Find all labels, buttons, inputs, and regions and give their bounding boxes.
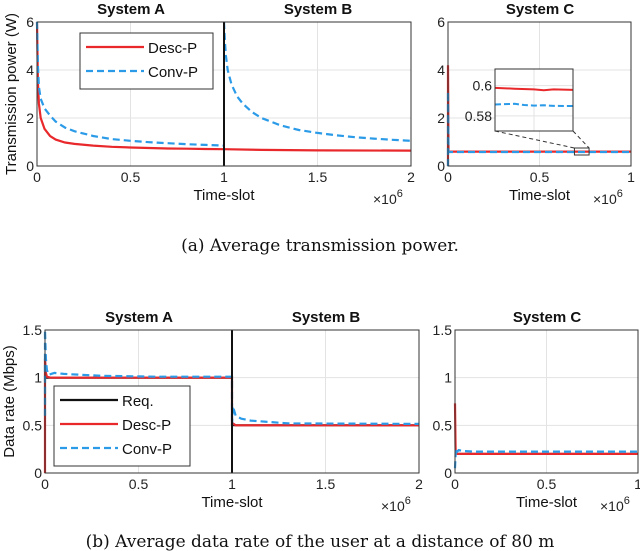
x-tick-label: 1: [228, 476, 236, 492]
legend-label: Desc-P: [148, 40, 197, 57]
legend-label: Conv-P: [148, 64, 198, 81]
y-tick-label: 6: [437, 14, 445, 30]
x-multiplier-label: ×106: [381, 495, 411, 514]
legend: Req. Desc-P Conv-P: [53, 385, 191, 467]
y-tick-label: 1: [34, 370, 42, 386]
axes-box: [447, 21, 632, 167]
chart-1: 0 0.5 1 1.5 2 0 0.5 1 1.5 System A System B Time-sl…: [1, 309, 640, 551]
series-convp-line: [453, 447, 638, 469]
zoom-region-box: [573, 147, 590, 156]
x-tick-label: 1: [627, 169, 635, 185]
x-tick-label: 1: [220, 169, 228, 185]
legend: Desc-P Conv-P: [79, 32, 214, 90]
x-axis-label: Time-slot: [193, 187, 255, 204]
panel: 0 0.5 1 1.5 2 0 2 4 6 System A System B Time-slot ×1…: [26, 1, 415, 207]
legend-label: Req.: [122, 393, 154, 410]
legend-box: [79, 32, 214, 90]
x-axis-label: Time-slot: [201, 494, 263, 511]
inset-y-tick-label: 0.6: [473, 78, 493, 94]
x-axis-label: Time-slot: [516, 494, 578, 511]
panel: 0 0.5 1 0 2 4 6 System C Time-slot ×106 0.58 0.6: [437, 1, 635, 207]
x-tick-label: 1.5: [316, 476, 336, 492]
y-tick-label: 4: [26, 62, 34, 78]
x-tick-label: 1.5: [308, 169, 328, 185]
x-tick-label: 0: [444, 169, 452, 185]
panel-title: System A: [97, 1, 165, 18]
x-tick-label: 0.5: [537, 476, 557, 492]
series-descp-line: [35, 21, 412, 152]
y-tick-label: 0: [26, 158, 34, 174]
axes-box: [454, 329, 639, 474]
panel-title: System B: [284, 1, 353, 18]
x-multiplier-label: ×106: [600, 495, 630, 514]
x-tick-label: 0.5: [121, 169, 141, 185]
legend-label: Conv-P: [122, 441, 172, 458]
x-axis-label: Time-slot: [509, 187, 571, 204]
panel: 0 0.5 1 0 0.5 1 1.5 System C Time-slot ×106: [433, 309, 640, 514]
x-tick-label: 2: [415, 476, 423, 492]
legend-label: Desc-P: [122, 417, 171, 434]
x-tick-label: 2: [407, 169, 415, 185]
series-convp-line: [43, 329, 420, 426]
x-multiplier-label: ×106: [593, 188, 623, 207]
y-axis-label: Data rate (Mbps): [1, 345, 18, 458]
chart-0: 0 0.5 1 1.5 2 0 2 4 6 System A System B Time-slot ×1…: [3, 1, 635, 256]
inset-y-tick-label: 0.58: [465, 108, 492, 124]
x-tick-label: 0: [33, 169, 41, 185]
figure-caption: (b) Average data rate of the user at a d…: [86, 532, 555, 551]
y-tick-label: 0: [444, 465, 452, 481]
panel-title: System C: [506, 1, 575, 18]
x-tick-label: 0: [41, 476, 49, 492]
axes-box: [44, 329, 420, 474]
inset-series-convp-line: [494, 102, 574, 107]
figure-caption: (a) Average transmission power.: [181, 236, 459, 256]
panel-title: System C: [513, 309, 582, 326]
y-tick-label: 0.5: [23, 417, 43, 433]
series-convp-line: [222, 21, 412, 142]
x-tick-label: 0.5: [530, 169, 550, 185]
y-tick-label: 2: [437, 110, 445, 126]
y-tick-label: 1.5: [23, 322, 43, 338]
x-tick-label: 1: [634, 476, 640, 492]
x-tick-label: 0.5: [129, 476, 149, 492]
y-tick-label: 0: [34, 465, 42, 481]
x-multiplier-label: ×106: [373, 188, 403, 207]
y-tick-label: 0: [437, 158, 445, 174]
inset-box: [494, 68, 574, 132]
x-tick-label: 0: [451, 476, 459, 492]
y-axis-label: Transmission power (W): [3, 13, 20, 175]
y-tick-label: 4: [437, 62, 445, 78]
zoom-connector-line: [572, 130, 590, 149]
y-tick-label: 2: [26, 110, 34, 126]
inset-series-descp-line: [494, 86, 574, 92]
panel-title: System A: [105, 309, 173, 326]
panel-title: System B: [292, 309, 361, 326]
y-tick-label: 1.5: [433, 322, 453, 338]
y-tick-label: 6: [26, 14, 34, 30]
y-tick-label: 0.5: [433, 417, 453, 433]
y-tick-label: 1: [444, 370, 452, 386]
axes-box: [36, 21, 412, 167]
series-convp-line: [35, 21, 225, 147]
zoom-inset: 0.58 0.6: [465, 68, 590, 156]
